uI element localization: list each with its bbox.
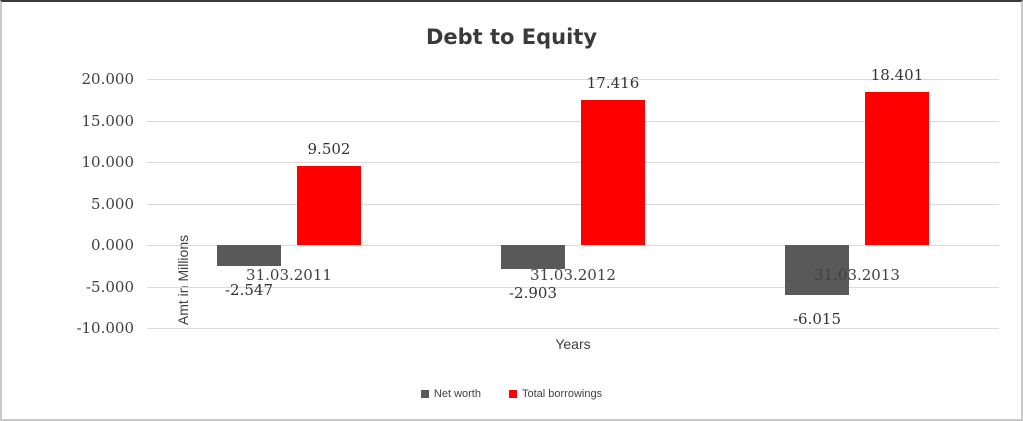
y-tick-label: 10.000 xyxy=(81,153,135,171)
x-axis-title: Years xyxy=(555,336,591,352)
gridline xyxy=(147,162,999,163)
category-label: 31.03.2013 xyxy=(814,266,900,284)
bar-value-label: 9.502 xyxy=(307,140,351,158)
bar-net-worth xyxy=(501,245,565,269)
bar-value-label: 18.401 xyxy=(870,66,924,84)
legend-item-net-worth: Net worth xyxy=(420,388,481,400)
bar-value-label: -2.903 xyxy=(508,284,557,302)
legend-swatch-icon xyxy=(420,390,429,398)
bar-net-worth xyxy=(217,245,281,266)
gridline xyxy=(147,287,999,288)
bar-total-borrowings xyxy=(865,92,929,245)
legend-swatch-icon xyxy=(508,390,517,398)
plot-area: Amt in Millions 20.000 15.000 10.000 5.000 0… xyxy=(76,66,999,337)
chart-title: Debt to Equity xyxy=(425,25,598,49)
gridline xyxy=(147,245,999,246)
y-tick-label: -10.000 xyxy=(76,319,134,337)
legend-label: Total borrowings xyxy=(521,388,603,400)
gridline xyxy=(147,121,999,122)
gridline xyxy=(147,79,999,80)
y-axis-title: Amt in Millions xyxy=(175,234,191,326)
bar-value-label: 17.416 xyxy=(586,74,640,92)
category-label: 31.03.2012 xyxy=(530,266,616,284)
category-label: 31.03.2011 xyxy=(246,266,332,284)
legend-label: Net worth xyxy=(433,388,481,400)
gridline xyxy=(147,204,999,205)
y-tick-label: 0.000 xyxy=(91,236,134,254)
bar-total-borrowings xyxy=(297,166,361,245)
gridline xyxy=(147,328,999,329)
bar-value-label: -2.547 xyxy=(224,281,273,299)
legend-item-total-borrowings: Total borrowings xyxy=(508,388,603,400)
bar-total-borrowings xyxy=(581,100,645,245)
bar-value-label: -6.015 xyxy=(792,310,841,328)
y-tick-label: 15.000 xyxy=(81,112,135,130)
y-tick-label: -5.000 xyxy=(85,278,134,296)
y-tick-label: 20.000 xyxy=(81,70,135,88)
legend: Net worth Total borrowings xyxy=(2,388,1021,400)
bar-net-worth xyxy=(785,245,849,295)
y-tick-label: 5.000 xyxy=(91,195,134,213)
